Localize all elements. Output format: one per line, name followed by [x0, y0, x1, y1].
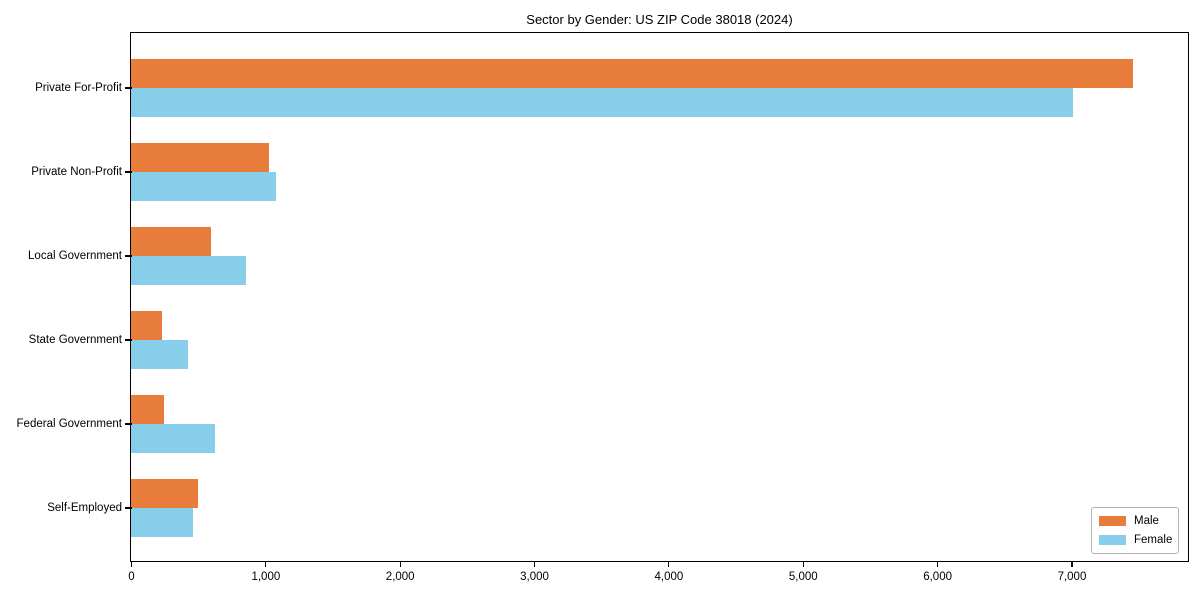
y-tick-mark — [125, 339, 132, 341]
legend-label: Female — [1134, 534, 1173, 546]
category-label: Private Non-Profit — [31, 166, 122, 178]
y-tick-mark — [125, 507, 132, 509]
legend-label: Male — [1134, 515, 1159, 527]
x-tick-label: 4,000 — [654, 570, 684, 583]
female-bar — [131, 171, 277, 201]
male-bar — [131, 58, 1134, 88]
x-tick-label: 2,000 — [385, 570, 415, 583]
legend-entry-female: Female — [1099, 534, 1173, 546]
female-bar — [131, 423, 215, 453]
legend-entry-male: Male — [1099, 515, 1170, 527]
female-bar — [131, 87, 1073, 117]
x-tick-mark — [533, 562, 536, 567]
plot-area — [130, 32, 1189, 562]
x-tick-mark — [1071, 562, 1073, 567]
x-tick-mark — [130, 562, 133, 567]
y-tick-mark — [125, 423, 132, 425]
chart-title: Sector by Gender: US ZIP Code 38018 (202… — [526, 12, 793, 27]
category-label: Federal Government — [16, 418, 122, 430]
x-tick-mark — [802, 562, 804, 567]
legend: Male Female — [1091, 507, 1179, 554]
category-label: Local Government — [28, 250, 122, 262]
male-swatch-icon — [1099, 516, 1126, 526]
male-bar — [131, 142, 269, 172]
y-tick-mark — [125, 255, 132, 257]
category-label: Private For-Profit — [35, 82, 122, 94]
y-tick-mark — [125, 171, 132, 173]
female-bar — [131, 255, 246, 285]
x-tick-label: 6,000 — [923, 570, 952, 583]
x-tick-mark — [937, 562, 939, 567]
x-tick-label: 7,000 — [1057, 570, 1087, 583]
female-swatch-icon — [1099, 535, 1126, 545]
x-tick-label: 0 — [128, 570, 135, 583]
x-tick-label: 1,000 — [251, 570, 281, 583]
x-tick-label: 5,000 — [788, 570, 818, 583]
x-tick-mark — [668, 562, 670, 567]
male-bar — [131, 226, 211, 256]
female-bar — [131, 339, 189, 369]
x-tick-label: 3,000 — [520, 570, 549, 583]
y-tick-mark — [125, 87, 132, 89]
x-tick-mark — [265, 562, 267, 567]
male-bar — [131, 394, 164, 424]
category-label: Self-Employed — [47, 502, 122, 514]
male-bar — [131, 310, 162, 340]
x-tick-mark — [399, 562, 401, 567]
category-label: State Government — [28, 334, 122, 346]
male-bar — [131, 478, 199, 508]
female-bar — [131, 507, 193, 537]
